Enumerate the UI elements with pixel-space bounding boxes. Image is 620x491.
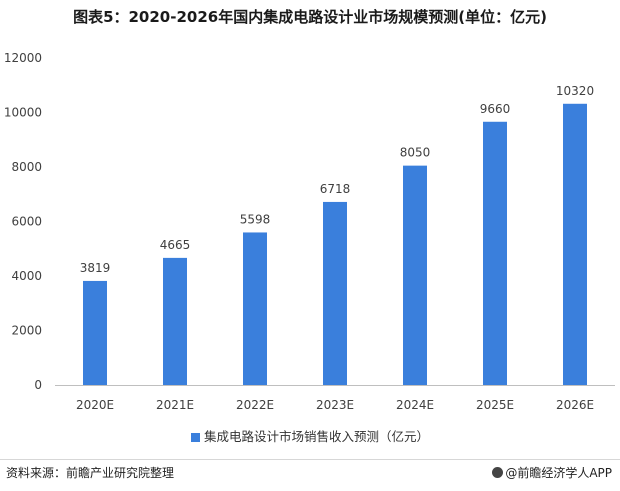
x-tick-label: 2020E xyxy=(76,398,114,412)
bar xyxy=(83,280,107,385)
chart-title: 图表5：2020-2026年国内集成电路设计业市场规模预测(单位：亿元) xyxy=(73,8,547,26)
y-tick-label: 12000 xyxy=(4,51,42,65)
x-axis: 2020E 2021E 2022E 2023E 2024E 2025E 2026E xyxy=(76,398,594,412)
bars xyxy=(83,103,587,385)
bar xyxy=(403,165,427,385)
bar xyxy=(163,257,187,385)
bar-data-label: 4665 xyxy=(160,238,191,252)
y-tick-label: 2000 xyxy=(11,324,42,338)
legend-swatch xyxy=(190,433,200,442)
y-tick-label: 10000 xyxy=(4,106,42,120)
brand-label: @前瞻经济学人APP xyxy=(505,466,612,480)
bar-data-label: 8050 xyxy=(400,146,431,160)
y-tick-label: 6000 xyxy=(11,215,42,229)
bar-data-label: 6718 xyxy=(320,182,351,196)
source-note: 资料来源：前瞻产业研究院整理 xyxy=(6,466,175,480)
x-tick-label: 2026E xyxy=(556,398,594,412)
bar xyxy=(483,121,507,385)
x-tick-label: 2025E xyxy=(476,398,514,412)
y-tick-label: 0 xyxy=(34,378,42,392)
bar-data-label: 5598 xyxy=(240,212,271,226)
brand-logo-icon xyxy=(492,467,504,478)
legend-label: 集成电路设计市场销售收入预测（亿元） xyxy=(203,429,429,444)
brand-credit: @前瞻经济学人APP xyxy=(492,464,612,481)
y-tick-label: 8000 xyxy=(11,160,42,174)
x-tick-label: 2023E xyxy=(316,398,354,412)
x-tick-label: 2022E xyxy=(236,398,274,412)
x-tick-label: 2024E xyxy=(396,398,434,412)
bar-data-label: 3819 xyxy=(80,261,111,275)
bar-data-label: 10320 xyxy=(556,84,594,98)
footer-divider xyxy=(0,459,620,460)
x-tick-label: 2021E xyxy=(156,398,194,412)
y-axis: 0 2000 4000 6000 8000 10000 12000 xyxy=(4,51,42,392)
bar-data-labels: 3819 4665 5598 6718 8050 9660 10320 xyxy=(80,84,594,275)
bar-data-label: 9660 xyxy=(480,102,511,116)
y-tick-label: 4000 xyxy=(11,269,42,283)
bar xyxy=(563,103,587,385)
legend: 集成电路设计市场销售收入预测（亿元） xyxy=(0,426,620,445)
bar xyxy=(323,201,347,385)
bar xyxy=(243,232,267,385)
